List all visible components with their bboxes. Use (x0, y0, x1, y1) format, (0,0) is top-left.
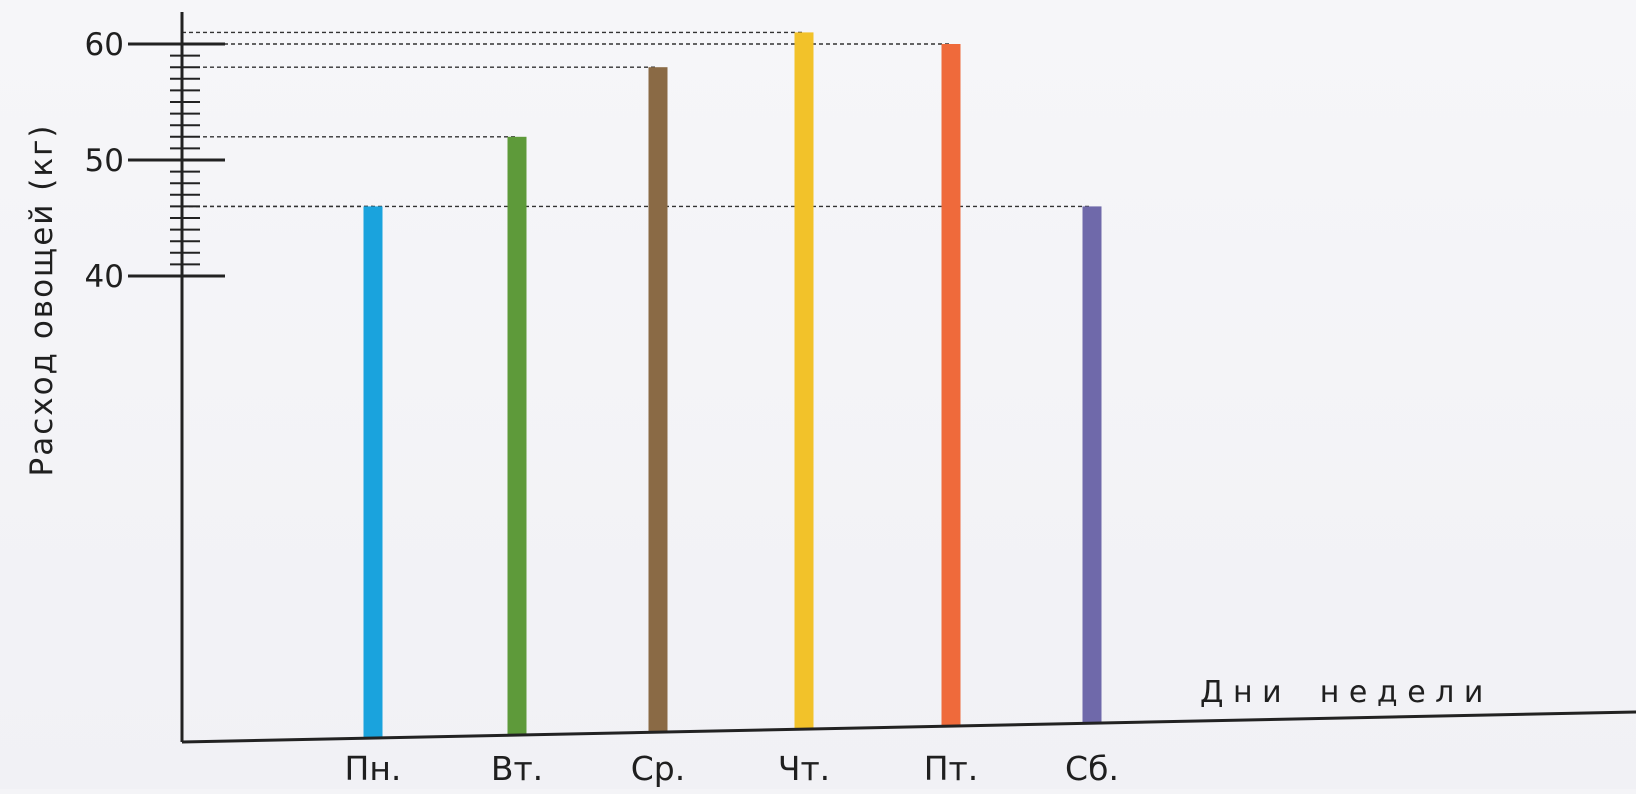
y-tick-label-50: 50 (85, 143, 124, 179)
y-tick-label-60: 60 (85, 27, 124, 63)
bar-0 (363, 206, 383, 739)
y-tick-label-40: 40 (85, 259, 124, 295)
bar-1 (507, 136, 527, 736)
x-axis-label: Д н и н е д е л и (1200, 675, 1483, 710)
x-tick-label-2: Ср. (631, 749, 685, 788)
x-tick-label-0: Пн. (345, 749, 402, 788)
bar-5 (1082, 206, 1102, 724)
bar-3 (794, 32, 814, 730)
axes (180, 12, 1636, 744)
bar-4 (941, 44, 961, 727)
category-labels: Пн. Вт. Ср. Чт. Пт. Сб. (345, 749, 1119, 788)
x-tick-label-4: Пт. (924, 749, 979, 788)
bar-2 (648, 67, 668, 733)
x-axis-line (181, 710, 1636, 744)
x-tick-label-1: Вт. (491, 749, 543, 788)
y-ticks (128, 42, 225, 278)
x-tick-label-3: Чт. (778, 749, 830, 788)
reference-lines (182, 31, 1092, 208)
x-tick-label-5: Сб. (1065, 749, 1119, 788)
y-axis-label: Расход овощей (кг) (24, 123, 60, 476)
bars (363, 32, 1102, 739)
y-tick-labels: 40 50 60 (85, 27, 124, 295)
